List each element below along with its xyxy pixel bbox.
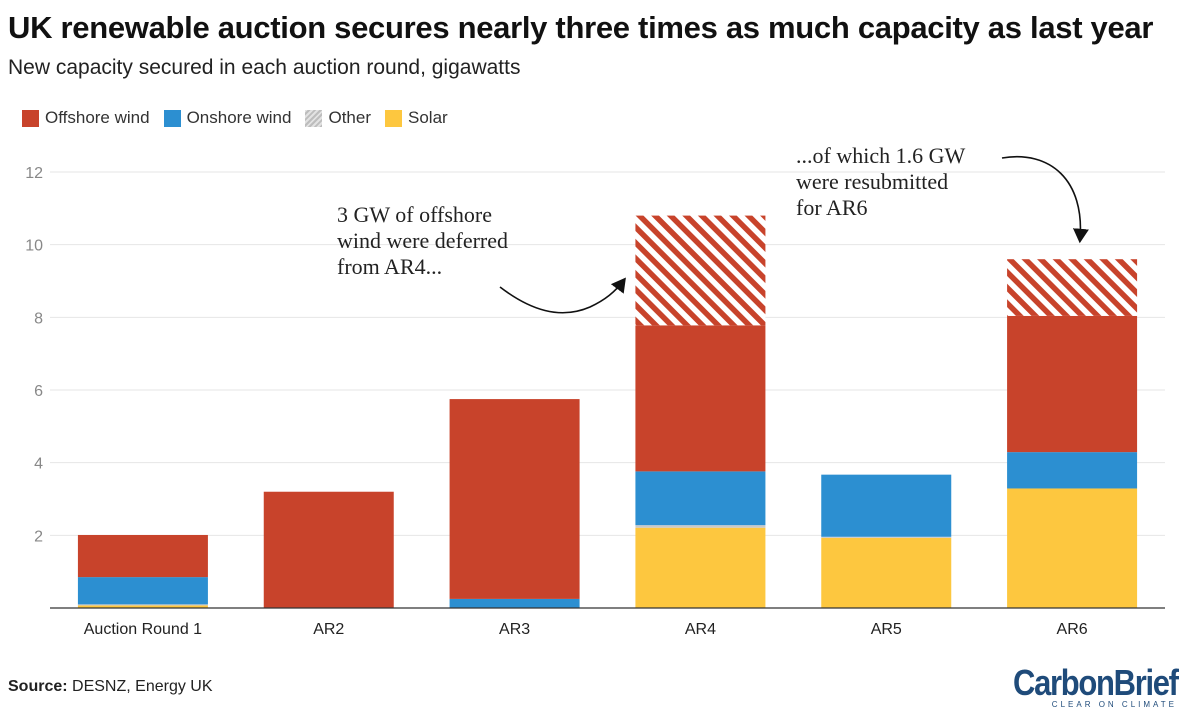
source-label: Source: [8,678,68,695]
y-tick-label: 10 [25,238,43,255]
bar-segment-onshore-wind [77,577,208,605]
legend-label-other: Other [328,108,371,127]
legend-item-solar: Solar [385,108,448,128]
bar-segment-onshore-wind [1007,452,1138,489]
y-tick-label: 4 [34,456,43,473]
annotation-deferred: 3 GW of offshore wind were deferred from… [337,202,509,279]
legend-swatch-solar [385,109,402,127]
chart-title: UK renewable auction secures nearly thre… [8,10,1154,45]
bar-segment-offshore-wind-deferred-resubmitted [1007,259,1138,316]
legend: Offshore wind Onshore wind Other Solar [22,108,462,128]
bar-segment-offshore-wind [449,399,580,599]
annotation-resubmitted: ...of which 1.6 GW were resubmitted for … [796,143,966,220]
arrow-resubmitted [1001,156,1089,244]
x-tick-label: Auction Round 1 [84,621,202,638]
logo-wordmark: CarbonBrief [1013,662,1179,703]
y-tick-label: 2 [34,528,43,545]
arrow-deferred [499,277,626,314]
legend-swatch-onshore-wind [163,109,181,127]
bar-segment-solar [635,527,766,608]
legend-label-offshore-wind: Offshore wind [45,108,150,127]
bar-segment-other [821,536,952,538]
x-tick-label: AR2 [313,621,344,638]
x-tick-label: AR4 [685,621,716,638]
bar-segment-offshore-wind-deferred-resubmitted [635,215,766,326]
annotation-arrows [499,156,1089,314]
x-tick-label: AR5 [871,621,902,638]
bar-segment-solar [821,537,952,608]
y-tick-label: 8 [34,310,43,327]
legend-label-onshore-wind: Onshore wind [186,108,292,127]
legend-item-other: Other [305,108,371,128]
legend-swatch-offshore-wind [22,109,39,127]
source-text: DESNZ, Energy UK [72,678,213,695]
x-tick-label: AR3 [499,621,530,638]
bar-segment-other [77,604,208,606]
legend-swatch-other [305,109,323,127]
y-tick-label: 6 [34,383,43,400]
legend-item-offshore-wind: Offshore wind [22,108,150,128]
bar-segment-offshore-wind [1007,315,1138,453]
source-note: Source: DESNZ, Energy UK [8,678,213,696]
y-tick-label: 12 [25,165,43,182]
bars: Auction Round 1 AR2 AR3 AR4 AR5 AR6 [77,215,1138,638]
bar-segment-other [635,525,766,528]
x-tick-label: AR6 [1057,621,1088,638]
bar-segment-offshore-wind [635,325,766,472]
bar-segment-offshore-wind [77,534,208,578]
bar-segment-offshore-wind [263,491,394,608]
bar-segment-onshore-wind [449,598,580,608]
logo-tagline: CLEAR ON CLIMATE [1051,700,1177,709]
gridlines: 2 4 6 8 10 12 [25,165,1165,545]
bar-segment-onshore-wind [635,471,766,526]
legend-label-solar: Solar [408,108,448,127]
bar-segment-onshore-wind [821,474,952,537]
chart-subtitle: New capacity secured in each auction rou… [8,56,521,79]
legend-item-onshore-wind: Onshore wind [163,108,292,128]
carbonbrief-logo: CarbonBrief CLEAR ON CLIMATE [1013,662,1183,710]
bar-segment-solar [77,605,208,608]
bar-segment-solar [1007,488,1138,608]
